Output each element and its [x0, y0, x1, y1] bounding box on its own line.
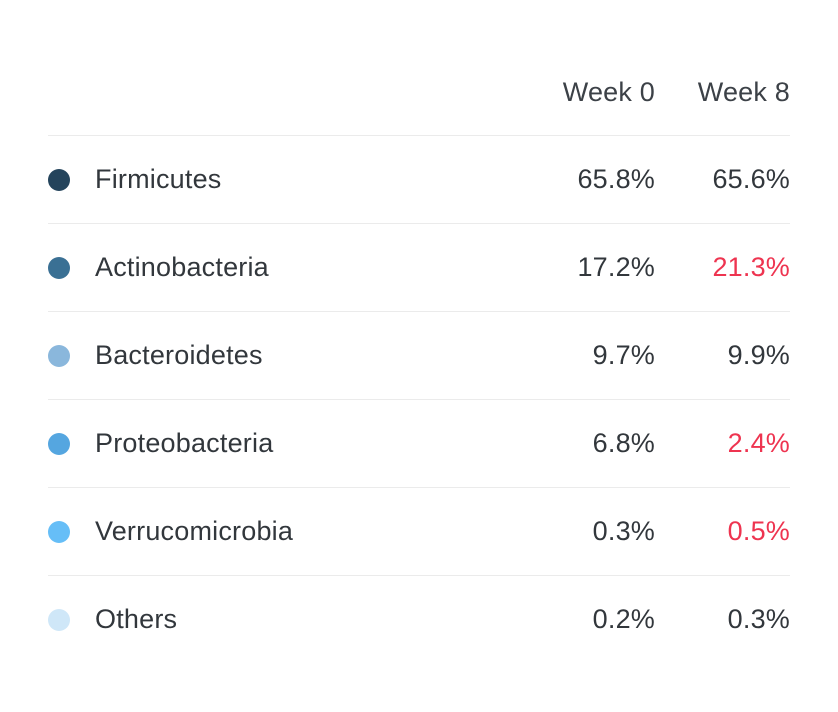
week8-value: 65.6% [712, 164, 790, 194]
week8-value: 2.4% [727, 428, 790, 458]
table-row: Bacteroidetes 9.7% 9.9% [48, 311, 790, 399]
row-label: Firmicutes [95, 164, 222, 194]
legend-dot-others-icon [48, 608, 70, 631]
legend-dot-bacteroidetes-icon [48, 344, 70, 367]
table-row: Actinobacteria 17.2% 21.3% [48, 223, 790, 311]
week8-value: 0.5% [727, 516, 790, 546]
table-body: Firmicutes 65.8% 65.6% Actinobacteria 17… [48, 135, 790, 663]
week0-value: 9.7% [592, 340, 655, 370]
column-header-week8: Week 8 [697, 77, 790, 107]
row-label: Verrucomicrobia [95, 516, 294, 546]
week0-value: 6.8% [592, 428, 655, 458]
abundance-table: Week 0 Week 8 Firmicutes 65.8% 65.6% Act… [48, 0, 790, 663]
column-header-week0: Week 0 [562, 77, 655, 107]
legend-dot-proteobacteria-icon [48, 432, 70, 455]
row-label: Bacteroidetes [95, 340, 263, 370]
row-label: Proteobacteria [95, 428, 274, 458]
week8-value: 21.3% [712, 252, 790, 282]
week0-value: 65.8% [577, 164, 655, 194]
week0-value: 0.3% [592, 516, 655, 546]
row-label: Others [95, 604, 178, 634]
table-row: Others 0.2% 0.3% [48, 575, 790, 663]
week8-value: 9.9% [727, 340, 790, 370]
table-row: Firmicutes 65.8% 65.6% [48, 135, 790, 223]
table-header: Week 0 Week 8 [48, 0, 790, 135]
week0-value: 17.2% [577, 252, 655, 282]
legend-dot-actinobacteria-icon [48, 256, 70, 279]
week8-value: 0.3% [727, 604, 790, 634]
row-label: Actinobacteria [95, 252, 269, 282]
legend-dot-verrucomicrobia-icon [48, 520, 70, 543]
table-row: Verrucomicrobia 0.3% 0.5% [48, 487, 790, 575]
legend-dot-firmicutes-icon [48, 168, 70, 191]
week0-value: 0.2% [592, 604, 655, 634]
table-row: Proteobacteria 6.8% 2.4% [48, 399, 790, 487]
